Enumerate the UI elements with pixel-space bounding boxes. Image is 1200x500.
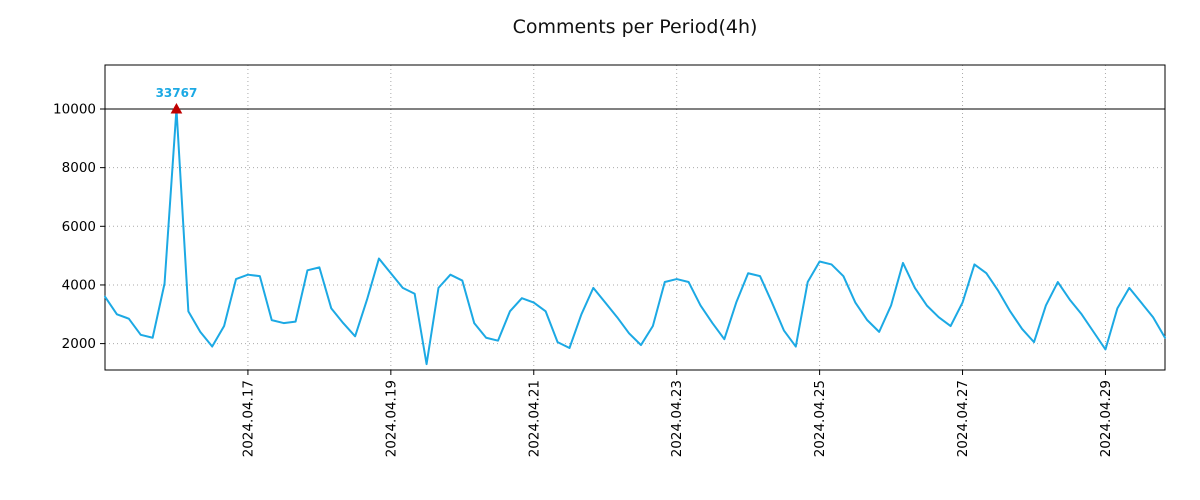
x-tick-label: 2024.04.27 xyxy=(955,380,971,457)
x-tick-label: 2024.04.17 xyxy=(240,380,256,457)
x-tick-label: 2024.04.23 xyxy=(669,380,685,457)
y-tick-label: 4000 xyxy=(62,277,96,293)
x-tick-label: 2024.04.29 xyxy=(1098,380,1114,457)
y-tick-label: 8000 xyxy=(62,160,96,176)
series-line xyxy=(104,107,1166,366)
y-tick-label: 10000 xyxy=(53,101,96,117)
y-tick-label: 6000 xyxy=(62,219,96,235)
y-tick-label: 2000 xyxy=(62,336,96,352)
peak-annotation: 33767 xyxy=(156,86,198,100)
plot-frame xyxy=(104,64,1166,371)
x-tick-label: 2024.04.19 xyxy=(383,380,399,457)
chart-title: Comments per Period(4h) xyxy=(512,16,758,38)
x-tick-label: 2024.04.25 xyxy=(812,380,828,457)
x-tick-label: 2024.04.21 xyxy=(526,380,542,457)
peak-marker-icon xyxy=(170,102,183,114)
